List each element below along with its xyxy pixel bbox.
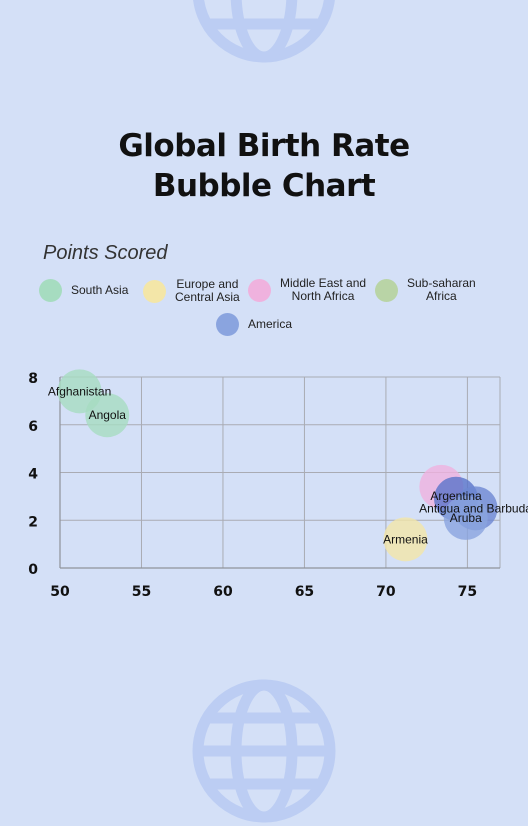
- legend-item-middle-east-north-africa: Middle East and North Africa: [248, 277, 366, 303]
- bubble-chart: 50 55 60 65 70 75 0 2 4 6 8 Afghanistan Angola Argent…: [28, 369, 528, 600]
- legend-label: Sub-saharan: [407, 276, 476, 290]
- bubble-label: Antigua and Barbuda: [419, 501, 528, 515]
- chart-title: Global Birth Rate Bubble Chart: [0, 126, 528, 206]
- legend-label: Europe and: [176, 277, 239, 291]
- legend-label: America: [248, 317, 293, 331]
- x-tick-label: 50: [50, 584, 70, 600]
- legend-label: Central Asia: [175, 290, 240, 304]
- legend-label: South Asia: [71, 283, 129, 297]
- bubble: [85, 393, 130, 438]
- x-tick-label: 75: [458, 584, 477, 600]
- x-tick-label: 70: [376, 584, 396, 600]
- bubble-label: Afghanistan: [48, 384, 111, 398]
- globe-icon: [192, 679, 336, 823]
- title-line: Global Birth Rate: [118, 128, 410, 164]
- legend-item-sub-saharan-africa: Sub-saharan Africa: [375, 277, 476, 303]
- legend-swatch: [248, 278, 271, 302]
- legend-swatch: [216, 313, 239, 336]
- bubble-label: Argentina: [430, 489, 482, 503]
- bubble: [443, 495, 488, 540]
- y-tick-label: 0: [28, 562, 38, 578]
- bubble: [383, 517, 428, 562]
- legend-swatch: [143, 279, 166, 303]
- legend-label: Middle East and: [280, 276, 367, 290]
- legend-item-europe-central-asia: Europe and Central Asia: [143, 278, 240, 304]
- y-tick-label: 6: [28, 419, 38, 435]
- globe-icon: [193, 0, 335, 63]
- legend-label: North Africa: [291, 289, 355, 303]
- y-tick-label: 8: [28, 371, 38, 387]
- legend-swatch: [39, 279, 62, 302]
- bubble-label: Angola: [89, 408, 127, 422]
- legend-label: Africa: [426, 289, 457, 303]
- x-tick-label: 60: [213, 584, 233, 600]
- legend-item-america: America: [216, 313, 292, 336]
- chart-subtitle: Points Scored: [43, 242, 168, 264]
- x-tick-label: 65: [295, 584, 314, 600]
- legend-item-south-asia: South Asia: [39, 279, 128, 302]
- x-tick-label: 55: [132, 584, 151, 600]
- title-line: Bubble Chart: [152, 168, 376, 204]
- y-tick-label: 2: [28, 514, 38, 530]
- bubble-label: Armenia: [383, 532, 428, 546]
- bubble-label: Aruba: [450, 511, 482, 525]
- legend-swatch: [375, 278, 398, 302]
- y-tick-label: 4: [28, 467, 38, 483]
